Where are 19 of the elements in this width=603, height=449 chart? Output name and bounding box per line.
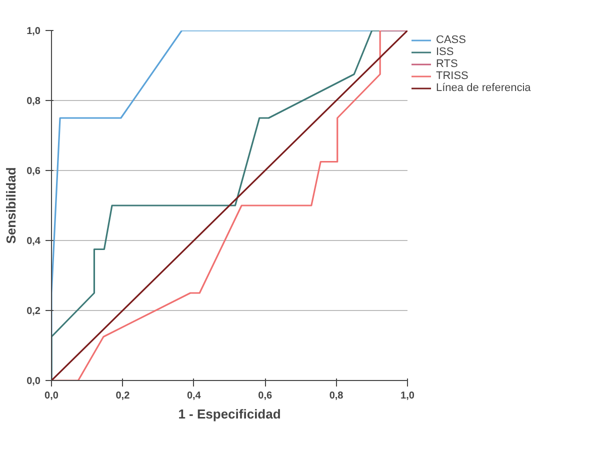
legend-label: RTS bbox=[436, 58, 458, 70]
y-tick-label: 0,6 bbox=[26, 166, 41, 177]
x-tick-label: 0,4 bbox=[186, 390, 202, 402]
y-tick-label: 0,4 bbox=[26, 236, 41, 247]
x-tick-label: 0,0 bbox=[44, 390, 59, 402]
legend-label: Línea de referencia bbox=[436, 82, 531, 94]
y-tick-label: 0,2 bbox=[26, 306, 41, 317]
x-axis-title: 1 - Especificidad bbox=[178, 406, 281, 422]
x-tick-label: 1,0 bbox=[400, 390, 415, 402]
legend-label: TRISS bbox=[436, 70, 468, 82]
x-tick-label: 0,6 bbox=[258, 390, 272, 402]
legend-label: CASS bbox=[436, 34, 466, 46]
legend-label: ISS bbox=[436, 46, 455, 58]
x-tick-label: 0,2 bbox=[116, 390, 130, 402]
y-tick-label: 1,0 bbox=[26, 26, 41, 37]
y-tick-label: 0,8 bbox=[26, 96, 41, 107]
x-tick-label: 0,8 bbox=[329, 390, 344, 402]
y-axis-title: Sensibilidad bbox=[4, 167, 19, 244]
y-tick-label: 0,0 bbox=[26, 376, 41, 387]
